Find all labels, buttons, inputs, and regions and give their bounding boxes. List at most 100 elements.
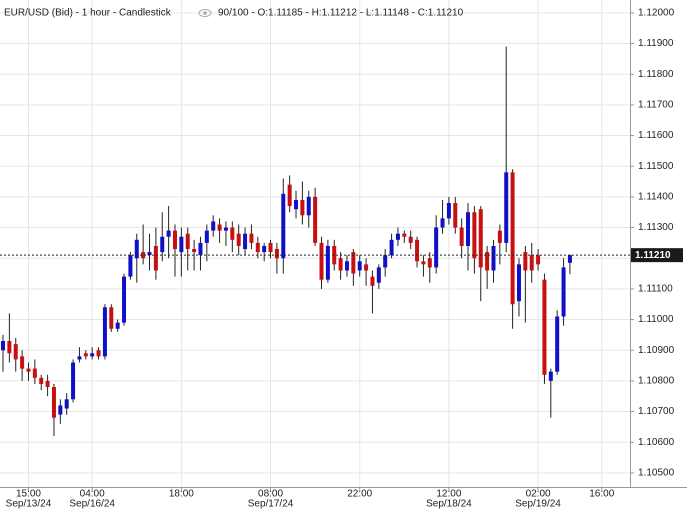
candle-body: [141, 252, 146, 259]
y-tick-label: 1.12000: [638, 8, 675, 19]
candle-body: [236, 233, 241, 246]
candle-body: [96, 350, 101, 357]
candle-body: [198, 242, 203, 256]
candle-body: [561, 267, 566, 317]
y-tick-label: 1.11900: [638, 38, 674, 49]
candle-body: [160, 236, 165, 253]
x-tick-label: 04:00: [80, 489, 105, 500]
candle-body: [497, 230, 502, 243]
candle-body: [147, 252, 152, 256]
candle-body: [274, 249, 279, 259]
candle-body: [262, 245, 267, 253]
candle-body: [211, 221, 216, 231]
y-tick-label: 1.10600: [638, 437, 675, 448]
y-tick-label: 1.11500: [638, 161, 674, 172]
candle-body: [300, 199, 305, 216]
x-tick-label: 15:00: [16, 489, 41, 500]
x-date-label: Sep/18/24: [426, 499, 472, 510]
candle-body: [542, 279, 547, 375]
candle-body: [166, 230, 171, 237]
y-tick-label: 1.10500: [638, 468, 675, 479]
y-tick-label: 1.10800: [638, 376, 675, 387]
x-tick-label: 18:00: [169, 489, 194, 500]
candle-body: [204, 230, 209, 243]
x-date-label: Sep/16/24: [69, 499, 115, 510]
candle-body: [434, 227, 439, 268]
candle-body: [446, 203, 451, 219]
candle-body: [453, 203, 458, 228]
x-tick-label: 08:00: [258, 489, 283, 500]
candle-body: [395, 233, 400, 240]
candle-body: [243, 233, 248, 250]
candle-body: [128, 255, 133, 277]
candle-body: [71, 362, 76, 400]
candle-body: [153, 245, 158, 271]
candles: [1, 46, 572, 437]
last-price-label: 1.11210: [635, 250, 671, 261]
x-tick-label: 22:00: [347, 489, 372, 500]
candle-body: [109, 307, 114, 329]
candle-body: [325, 245, 330, 280]
candle-body: [115, 322, 120, 329]
candle-body: [20, 356, 25, 369]
candle-body: [172, 230, 177, 250]
candle-body: [268, 242, 273, 253]
candle-body: [45, 380, 50, 388]
candle-body: [370, 276, 375, 286]
candle-body: [548, 371, 553, 381]
candle-body: [376, 267, 381, 283]
candle-body: [389, 239, 394, 256]
candle-body: [415, 239, 420, 262]
candle-body: [192, 249, 197, 253]
candle-body: [134, 239, 139, 259]
candle-body: [217, 224, 222, 231]
candle-body: [64, 399, 69, 409]
candle-body: [485, 252, 490, 271]
y-tick-label: 1.10900: [638, 345, 675, 356]
candle-body: [1, 341, 5, 351]
candle-body: [83, 353, 88, 357]
candle-body: [408, 236, 413, 243]
y-tick-label: 1.11300: [638, 222, 674, 233]
candle-body: [357, 261, 362, 271]
candle-body: [364, 264, 369, 271]
candle-body: [338, 258, 343, 271]
candle-body: [102, 307, 107, 357]
candle-body: [90, 353, 95, 357]
y-tick-label: 1.11000: [638, 314, 674, 325]
candle-body: [58, 405, 63, 415]
candle-body: [529, 255, 534, 271]
candle-body: [516, 264, 521, 302]
candle-body: [383, 255, 388, 268]
candle-body: [185, 233, 190, 250]
x-date-label: Sep/19/24: [515, 499, 561, 510]
candle-body: [567, 255, 572, 263]
candle-body: [51, 387, 56, 418]
candle-body: [421, 261, 426, 265]
chart-title: EUR/USD (Bid) - 1 hour - Candlestick: [4, 8, 172, 19]
candle-body: [344, 261, 349, 271]
candle-body: [77, 356, 82, 360]
y-tick-label: 1.11400: [638, 192, 674, 203]
candle-body: [230, 227, 235, 240]
candle-body: [427, 258, 432, 268]
candle-body: [472, 212, 477, 259]
candle-body: [39, 377, 44, 384]
candle-body: [32, 368, 37, 378]
candle-body: [7, 341, 12, 354]
candle-body: [440, 218, 445, 228]
candle-body: [294, 199, 299, 210]
candle-body: [223, 227, 228, 231]
candle-body: [351, 252, 356, 274]
candle-body: [313, 196, 318, 243]
y-tick-label: 1.11800: [638, 69, 674, 80]
candle-body: [402, 233, 407, 237]
candle-body: [491, 245, 496, 271]
last-price-box: [631, 248, 683, 263]
x-tick-label: 12:00: [436, 489, 461, 500]
candle-body: [319, 242, 324, 280]
candle-body: [281, 193, 286, 259]
y-tick-label: 1.11600: [638, 130, 674, 141]
